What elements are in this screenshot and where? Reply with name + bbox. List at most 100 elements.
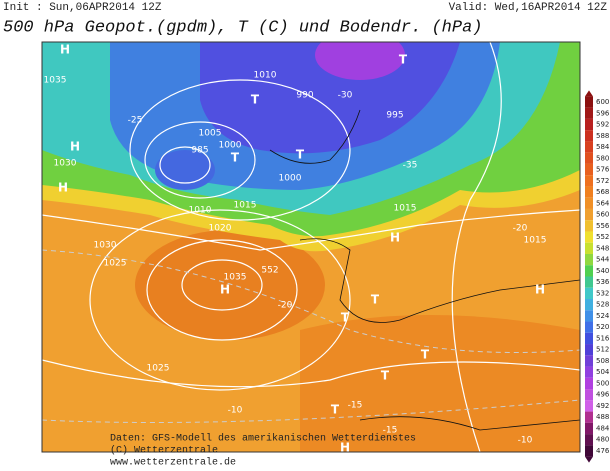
colorbar-label: 492 <box>596 402 609 410</box>
map-label: 1020 <box>209 224 232 234</box>
colorbar-swatch <box>585 242 593 254</box>
map-label: -20 <box>513 224 528 234</box>
map-frame <box>41 41 581 453</box>
colorbar-swatch <box>585 321 593 333</box>
colorbar-swatch <box>585 355 593 367</box>
colorbar-label: 564 <box>596 199 610 207</box>
map-label: -25 <box>128 116 143 126</box>
colorbar-swatch <box>585 411 593 423</box>
map-label: -30 <box>338 91 353 101</box>
map-label: T <box>331 403 340 417</box>
colorbar-label: 524 <box>596 312 610 320</box>
colorbar-swatch <box>585 152 593 164</box>
map-label: -15 <box>348 401 363 411</box>
colorbar-swatch <box>585 175 593 187</box>
colorbar-label: 536 <box>596 278 610 286</box>
map-label: -35 <box>403 161 418 171</box>
colorbar-label: 512 <box>596 346 609 354</box>
map <box>42 42 580 452</box>
colorbar-label: 476 <box>596 447 610 455</box>
colorbar-swatch <box>585 253 593 266</box>
map-label: 1035 <box>44 76 67 86</box>
map-label: 1025 <box>147 364 170 374</box>
colorbar-swatch <box>585 422 593 435</box>
colorbar-label: 480 <box>596 436 609 444</box>
colorbar-label: 572 <box>596 177 609 185</box>
colorbar-label: 488 <box>596 413 609 421</box>
map-label: 1010 <box>189 206 212 216</box>
map-label: H <box>220 283 230 297</box>
colorbar-label: 500 <box>596 379 609 387</box>
colorbar-label: 540 <box>596 267 609 275</box>
map-label: T <box>381 369 390 383</box>
colorbar-swatch <box>585 344 593 356</box>
colorbar-label: 532 <box>596 289 609 297</box>
colorbar-swatch <box>585 118 593 131</box>
map-label: -10 <box>518 436 533 446</box>
colorbar-label: 576 <box>596 166 610 174</box>
colorbar-label: 592 <box>596 121 609 129</box>
colorbar-swatch <box>585 434 593 446</box>
colorbar-label: 556 <box>596 222 610 230</box>
colorbar-label: 600 <box>596 98 609 106</box>
colorbar-label: 504 <box>596 368 610 376</box>
colorbar-label: 528 <box>596 301 609 309</box>
valid-text: Valid: Wed,16APR2014 12Z <box>449 2 608 14</box>
map-label: T <box>399 53 408 67</box>
colorbar-label: 520 <box>596 323 609 331</box>
map-label: H <box>340 441 350 455</box>
map-label: -20 <box>278 301 293 311</box>
colorbar-swatch <box>585 220 593 232</box>
colorbar-cap <box>585 90 593 97</box>
map-label: -10 <box>228 406 243 416</box>
colorbar-label: 596 <box>596 109 610 117</box>
footer-line: Daten: GFS-Modell des amerikanischen Wet… <box>110 433 416 445</box>
colorbar-swatch <box>585 287 593 300</box>
colorbar-swatch <box>585 332 593 345</box>
map-label: H <box>58 181 68 195</box>
map-label: T <box>371 293 380 307</box>
map-label: T <box>296 148 305 162</box>
map-label: T <box>341 311 350 325</box>
map-label: T <box>251 93 260 107</box>
colorbar-cap <box>585 456 593 463</box>
map-label: T <box>231 151 240 165</box>
map-label: 552 <box>261 266 278 276</box>
colorbar-label: 496 <box>596 391 610 399</box>
colorbar-label: 508 <box>596 357 609 365</box>
colorbar-swatch <box>585 231 593 243</box>
map-label: H <box>70 140 80 154</box>
init-text: Init : Sun,06APR2014 12Z <box>3 2 162 14</box>
map-label: 1015 <box>524 236 547 246</box>
colorbar-swatch <box>585 445 593 457</box>
map-label: 1030 <box>54 159 77 169</box>
colorbar-swatch <box>585 366 593 378</box>
colorbar-swatch <box>585 163 593 176</box>
colorbar-swatch <box>585 377 593 390</box>
map-label: 1000 <box>279 174 302 184</box>
colorbar-label: 568 <box>596 188 609 196</box>
map-label: 990 <box>296 91 313 101</box>
colorbar-swatch <box>585 400 593 412</box>
map-label: 1000 <box>219 141 242 151</box>
map-label: 1015 <box>394 204 417 214</box>
map-label: 985 <box>191 146 208 156</box>
colorbar-label: 544 <box>596 256 610 264</box>
map-label: 995 <box>386 111 403 121</box>
colorbar-label: 584 <box>596 143 610 151</box>
map-label: 1010 <box>254 71 277 81</box>
colorbar-label: 580 <box>596 154 609 162</box>
map-label: H <box>60 43 70 57</box>
map-label: -15 <box>383 426 398 436</box>
colorbar-swatch <box>585 310 593 322</box>
colorbar-swatch <box>585 299 593 311</box>
map-label: 1025 <box>104 259 127 269</box>
map-label: T <box>421 348 430 362</box>
colorbar-swatch <box>585 389 593 401</box>
colorbar-label: 484 <box>596 424 610 432</box>
colorbar-swatch <box>585 96 593 108</box>
colorbar-swatch <box>585 141 593 153</box>
colorbar-swatch <box>585 107 593 119</box>
colorbar-swatch <box>585 130 593 142</box>
